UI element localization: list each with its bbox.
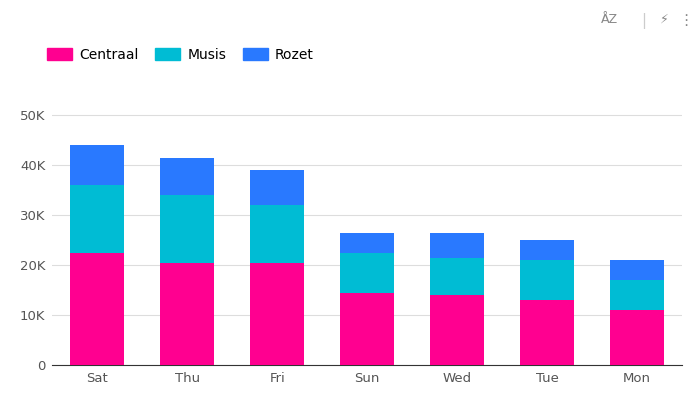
Text: ⚡: ⚡ — [661, 13, 669, 26]
Bar — [520, 240, 574, 260]
Text: ÅZ: ÅZ — [601, 13, 617, 26]
Bar — [340, 253, 394, 293]
Bar — [340, 233, 394, 253]
Bar — [70, 185, 124, 253]
Bar — [160, 195, 214, 263]
Bar — [430, 233, 484, 258]
Bar — [160, 263, 214, 365]
Legend: Centraal, Musis, Rozet: Centraal, Musis, Rozet — [42, 42, 319, 67]
Bar — [430, 295, 484, 365]
Bar — [160, 158, 214, 195]
Bar — [250, 170, 304, 205]
Bar — [250, 263, 304, 365]
Bar — [250, 205, 304, 263]
Bar — [70, 145, 124, 185]
Bar — [520, 260, 574, 300]
Text: |: | — [641, 13, 647, 29]
Bar — [610, 280, 664, 310]
Bar — [520, 300, 574, 365]
Text: ⋮: ⋮ — [678, 13, 693, 28]
Bar — [70, 253, 124, 365]
Bar — [610, 260, 664, 280]
Bar — [610, 310, 664, 365]
Bar — [340, 293, 394, 365]
Bar — [430, 258, 484, 295]
